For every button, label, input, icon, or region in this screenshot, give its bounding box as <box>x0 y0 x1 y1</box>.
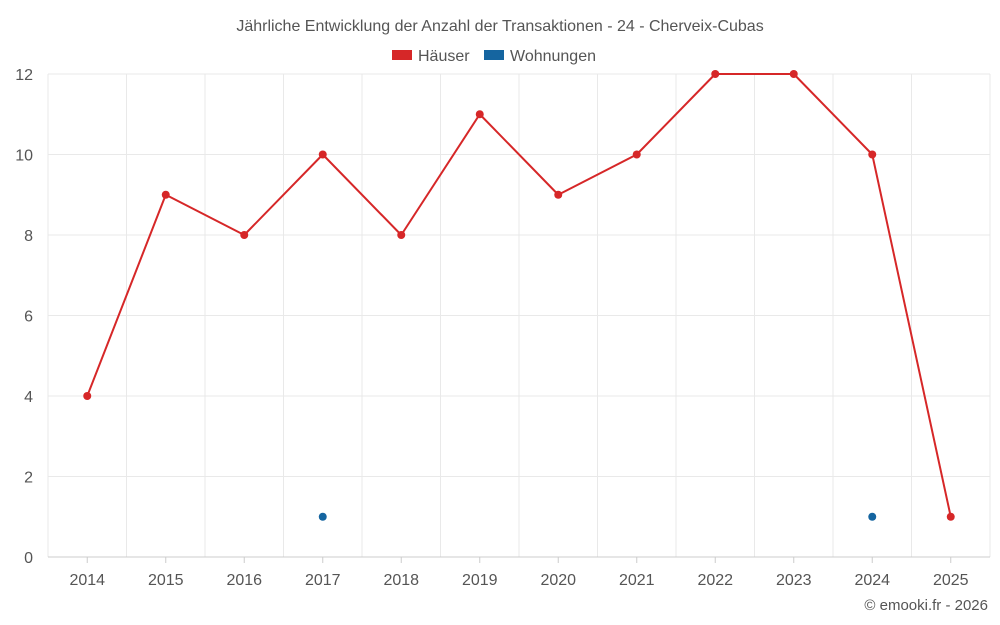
data-point-haeuser-2016[interactable] <box>240 231 249 239</box>
x-tick-label: 2021 <box>619 572 655 589</box>
credit: © emooki.fr - 2026 <box>864 597 988 614</box>
series-line-haeuser <box>86 73 952 517</box>
y-tick-label: 8 <box>24 228 33 245</box>
x-tick-label: 2023 <box>776 572 812 589</box>
legend-swatch-haeuser <box>392 50 412 60</box>
y-tick-label: 6 <box>24 309 33 326</box>
legend-label-wohnungen[interactable]: Wohnungen <box>510 48 596 65</box>
data-point-haeuser-2024[interactable] <box>868 150 877 159</box>
grid <box>47 73 991 558</box>
data-point-haeuser-2019[interactable] <box>475 110 484 119</box>
x-axis-ticks: 2014 2015 2016 2017 2018 2019 2020 2021 2022 2023… <box>69 557 969 589</box>
x-tick-label: 2018 <box>383 572 419 589</box>
y-tick-label: 0 <box>24 550 33 567</box>
x-tick-label: 2015 <box>148 572 184 589</box>
legend: Häuser Wohnungen <box>392 48 596 65</box>
chart-title: Jährliche Entwicklung der Anzahl der Tra… <box>236 18 763 35</box>
x-tick-label: 2019 <box>462 572 498 589</box>
legend-label-haeuser[interactable]: Häuser <box>418 48 470 65</box>
data-point-haeuser-2022[interactable] <box>711 70 720 78</box>
y-tick-label: 2 <box>24 470 33 487</box>
y-axis-ticks: 0 2 4 6 8 10 12 <box>15 67 33 567</box>
x-tick-label: 2022 <box>697 572 733 589</box>
data-point-haeuser-2015[interactable] <box>161 190 170 199</box>
data-point-haeuser-2017[interactable] <box>318 150 327 159</box>
data-point-haeuser-2025[interactable] <box>946 512 955 521</box>
data-point-wohnungen-2017[interactable] <box>318 512 327 521</box>
data-point-haeuser-2020[interactable] <box>554 190 563 199</box>
x-tick-label: 2025 <box>933 572 969 589</box>
data-point-wohnungen-2024[interactable] <box>868 512 877 521</box>
data-point-haeuser-2018[interactable] <box>397 231 406 239</box>
x-tick-label: 2024 <box>854 572 890 589</box>
data-point-haeuser-2014[interactable] <box>83 392 92 400</box>
x-tick-label: 2014 <box>69 572 105 589</box>
legend-swatch-wohnungen <box>484 50 504 60</box>
y-tick-label: 4 <box>24 389 33 406</box>
series-layer <box>83 70 955 521</box>
x-tick-label: 2020 <box>540 572 576 589</box>
data-point-haeuser-2021[interactable] <box>632 150 641 159</box>
x-tick-label: 2016 <box>226 572 262 589</box>
y-tick-label: 12 <box>15 67 33 84</box>
data-point-haeuser-2023[interactable] <box>789 70 798 78</box>
x-tick-label: 2017 <box>305 572 341 589</box>
y-tick-label: 10 <box>15 148 33 165</box>
